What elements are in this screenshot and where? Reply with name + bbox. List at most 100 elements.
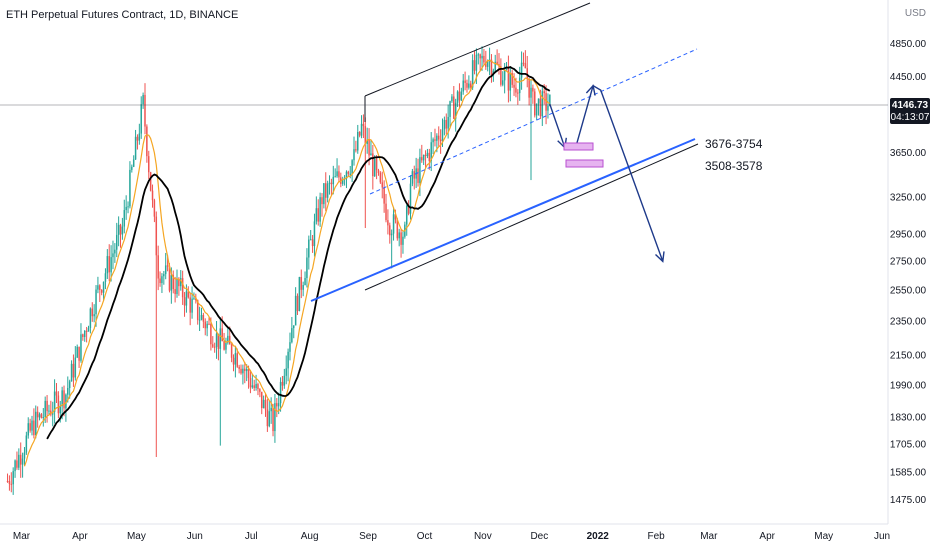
candle-body (462, 80, 464, 92)
zone-lower-box[interactable] (565, 159, 604, 168)
candle-body (396, 219, 399, 239)
candle-body (251, 385, 254, 388)
candle-body (513, 84, 515, 88)
candle-body (131, 166, 133, 170)
time-axis[interactable]: Mar Apr May Jun Jul Aug Sep Oct Nov Dec 2022 Feb Mar… (13, 531, 890, 542)
candle-body (244, 368, 246, 372)
candle-body (451, 96, 453, 102)
candle-body (225, 342, 227, 350)
price-tick-label: 4850.00 (890, 39, 927, 50)
candle-body (518, 77, 521, 94)
price-tick-label: 1830.00 (890, 412, 927, 423)
candle-body (541, 91, 544, 117)
candle-body (35, 411, 37, 436)
candle-body (200, 314, 203, 320)
channel-bottom-line (364, 143, 699, 291)
candle-body (341, 178, 344, 184)
candle-body (155, 216, 158, 256)
candle-body (68, 381, 71, 388)
candle-body (428, 152, 431, 162)
time-tick-label: Apr (72, 531, 88, 542)
candle-body (153, 200, 156, 217)
trend-drawings (310, 2, 699, 302)
price-tick-label: 2950.00 (890, 229, 927, 240)
time-tick-label: Nov (474, 531, 492, 542)
candle-body (321, 197, 323, 205)
candle-body (398, 232, 400, 239)
candle-body (123, 210, 126, 227)
price-tick-label: 2350.00 (890, 317, 927, 328)
candle-body (46, 400, 48, 412)
candle-body (524, 63, 527, 69)
support-trendline (310, 138, 696, 302)
candle-body (368, 139, 370, 156)
candle-body (338, 171, 340, 178)
candle-body (445, 119, 448, 129)
candle-body (136, 136, 139, 141)
candle-body (228, 335, 231, 345)
candle-body (114, 249, 116, 254)
candle-body (259, 388, 261, 392)
candle-body (193, 298, 195, 300)
candle-body (25, 435, 28, 453)
price-tick-label: 1705.00 (890, 439, 927, 450)
candle-body (212, 344, 214, 347)
candle-body (471, 60, 474, 88)
candle-body (405, 205, 408, 225)
candle-body (434, 139, 436, 141)
candle-body (215, 333, 218, 347)
candle-body (146, 126, 148, 157)
candle-body (372, 153, 374, 177)
candle-body (477, 54, 480, 56)
candle-body (104, 273, 107, 282)
candle-body (432, 139, 434, 143)
candle-body (323, 183, 325, 205)
candle-body (349, 173, 351, 175)
candle-body (206, 323, 208, 329)
candle-body (16, 460, 18, 468)
candle-body (170, 275, 173, 291)
candle-body (178, 278, 180, 287)
candle-body (6, 480, 9, 482)
price-tick-label: 3650.00 (890, 148, 927, 159)
candle-body (159, 278, 161, 284)
candle-body (449, 101, 451, 117)
candle-body (80, 334, 82, 361)
candle-body (78, 346, 80, 361)
candle-body (31, 420, 33, 431)
candle-body (87, 327, 90, 332)
candle-body (517, 92, 519, 94)
candle-body (309, 239, 312, 241)
candle-body (486, 62, 489, 67)
candle-body (29, 423, 31, 431)
time-tick-label: May (127, 531, 146, 542)
candle-body (198, 319, 201, 321)
price-axis[interactable]: 4850.00 4450.00 3650.00 3250.00 2950.00 2750.… (890, 39, 927, 506)
candle-body (389, 225, 391, 236)
zone-upper-box[interactable] (563, 142, 594, 151)
candle-body (285, 368, 287, 376)
candle-body (503, 69, 506, 81)
currency-label[interactable]: USD (905, 8, 926, 19)
candle-body (70, 363, 73, 382)
candle-body (157, 255, 159, 279)
candle-body (217, 333, 220, 349)
candle-body (515, 87, 517, 93)
candle-body (185, 291, 188, 306)
time-tick-label: Oct (417, 531, 433, 542)
candle-body (375, 158, 378, 171)
time-tick-label: Mar (13, 531, 31, 542)
candle-body (240, 368, 242, 374)
candle-body (121, 226, 124, 235)
candle-body (549, 94, 551, 106)
candle-body (36, 411, 39, 418)
projection-arrowhead-up (585, 84, 596, 96)
candle-body (315, 208, 318, 222)
candle-body (57, 395, 60, 414)
dashed-midline (369, 48, 698, 195)
candle-body (127, 206, 129, 208)
candle-body (294, 295, 297, 326)
candle-body (377, 170, 380, 173)
candle-body (27, 423, 29, 436)
